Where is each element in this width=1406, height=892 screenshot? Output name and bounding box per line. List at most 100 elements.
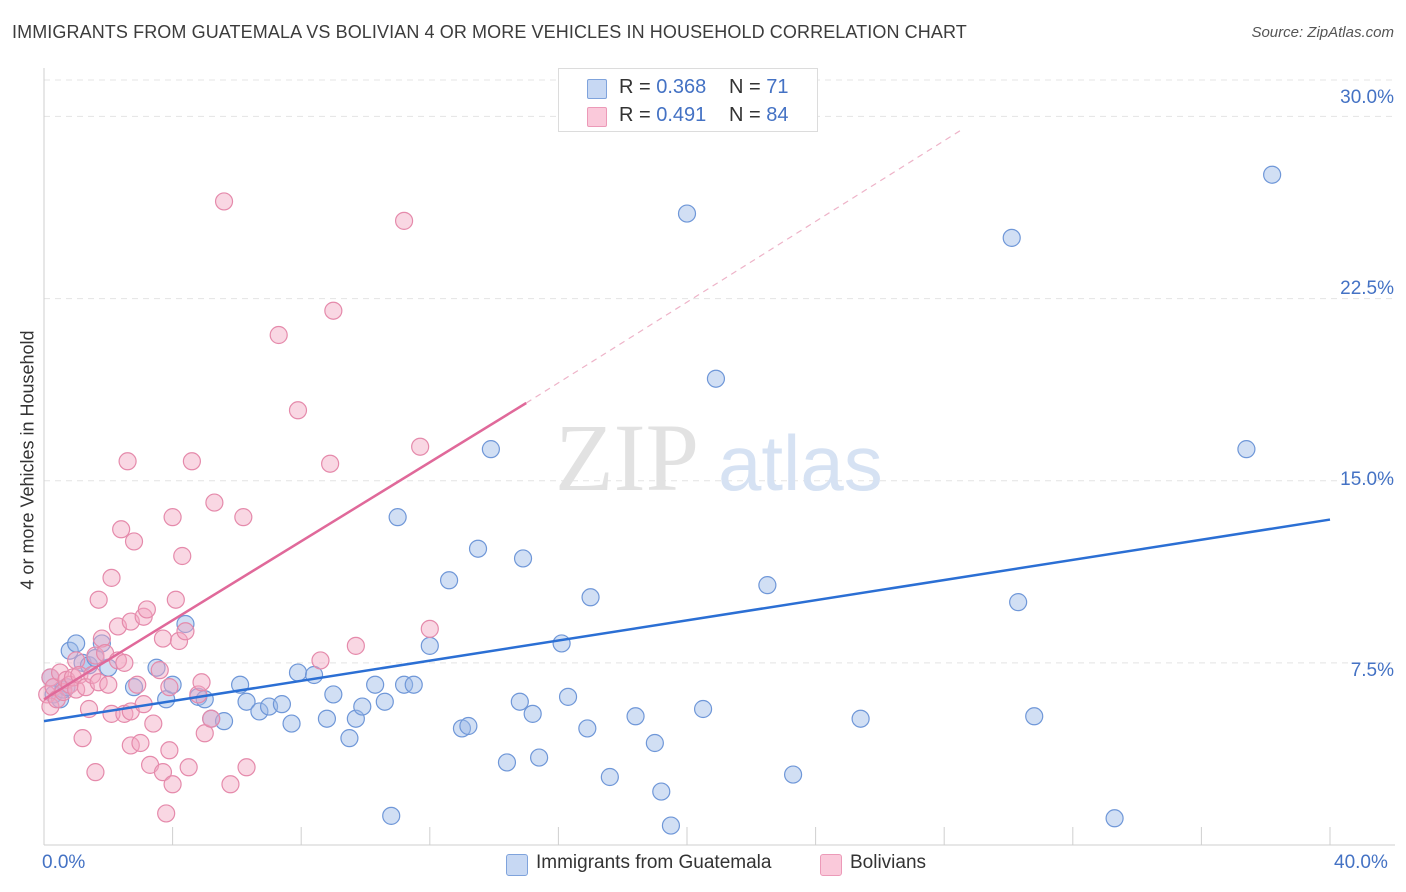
legend-n: N = 71 bbox=[729, 76, 789, 98]
data-point bbox=[182, 452, 201, 471]
data-point bbox=[1105, 809, 1124, 828]
data-point bbox=[237, 758, 256, 777]
data-point bbox=[375, 692, 394, 711]
data-point bbox=[1237, 440, 1256, 459]
data-point bbox=[163, 775, 182, 794]
data-point bbox=[558, 687, 578, 706]
data-point bbox=[124, 532, 144, 551]
data-point bbox=[173, 546, 192, 566]
data-point bbox=[404, 675, 423, 694]
data-point bbox=[157, 804, 176, 823]
data-point bbox=[411, 437, 430, 456]
y-axis-label: 4 or more Vehicles in Household bbox=[17, 330, 38, 590]
data-point bbox=[169, 631, 189, 651]
y-axis-label-wrap: 4 or more Vehicles in Household bbox=[16, 260, 40, 660]
axes bbox=[43, 68, 1395, 846]
data-point bbox=[321, 454, 340, 473]
data-point bbox=[459, 716, 478, 736]
data-point bbox=[497, 753, 517, 772]
trend-lines bbox=[43, 128, 1331, 723]
watermark-atlas: atlas bbox=[718, 419, 883, 507]
data-point bbox=[661, 816, 681, 835]
data-point bbox=[513, 549, 533, 568]
data-point bbox=[237, 692, 256, 711]
data-point bbox=[89, 590, 108, 609]
data-point bbox=[115, 653, 134, 672]
data-point bbox=[166, 590, 185, 609]
data-point bbox=[530, 748, 549, 767]
data-point bbox=[221, 775, 240, 794]
y-tick-label: 15.0% bbox=[1340, 469, 1394, 490]
data-point bbox=[144, 714, 163, 733]
data-point bbox=[481, 440, 500, 459]
data-point bbox=[269, 325, 288, 345]
data-point bbox=[468, 539, 488, 558]
data-point bbox=[272, 695, 292, 714]
data-point bbox=[160, 678, 179, 697]
data-point bbox=[382, 806, 401, 825]
data-point bbox=[783, 765, 803, 784]
data-point bbox=[652, 782, 671, 801]
chart-title: IMMIGRANTS FROM GUATEMALA VS BOLIVIAN 4 … bbox=[12, 22, 967, 42]
data-point bbox=[353, 697, 372, 716]
data-point bbox=[626, 707, 645, 726]
data-point bbox=[102, 568, 121, 587]
x-tick-label-min: 0.0% bbox=[42, 852, 86, 873]
data-point bbox=[288, 663, 308, 682]
legend-n: N = 84 bbox=[729, 104, 789, 126]
data-point bbox=[317, 709, 337, 728]
data-point bbox=[523, 704, 542, 723]
data-point bbox=[311, 651, 330, 670]
data-point bbox=[192, 673, 211, 692]
data-point bbox=[420, 619, 439, 638]
legend-r: R = 0.491 bbox=[619, 104, 707, 126]
data-point bbox=[1002, 228, 1021, 247]
legend-row-guatemala: R = 0.368 N = 71 bbox=[559, 74, 817, 102]
data-point bbox=[366, 675, 385, 694]
data-point bbox=[394, 211, 414, 230]
series-bolivians-points bbox=[38, 192, 439, 823]
x-tick-label-max: 40.0% bbox=[1334, 852, 1388, 873]
data-point bbox=[160, 741, 179, 760]
data-point bbox=[510, 692, 529, 711]
watermark-zip: ZIP bbox=[555, 404, 699, 511]
data-point bbox=[41, 697, 60, 716]
data-point bbox=[600, 767, 619, 787]
data-point bbox=[1263, 165, 1282, 184]
data-point bbox=[706, 369, 726, 388]
data-point bbox=[150, 661, 169, 680]
data-point bbox=[86, 763, 105, 782]
data-point bbox=[99, 675, 118, 694]
data-point bbox=[60, 641, 79, 660]
trend-line-guatemala bbox=[43, 518, 1331, 723]
data-point bbox=[67, 651, 86, 670]
data-point bbox=[163, 675, 182, 694]
data-point bbox=[552, 634, 571, 653]
trend-line-bolivians bbox=[43, 401, 527, 701]
data-point bbox=[388, 508, 407, 527]
data-point bbox=[205, 493, 224, 512]
data-point bbox=[324, 685, 343, 704]
data-point bbox=[112, 520, 131, 539]
data-point bbox=[394, 675, 414, 694]
data-point bbox=[340, 729, 359, 748]
data-point bbox=[581, 588, 600, 607]
y-tick-label: 30.0% bbox=[1340, 87, 1394, 108]
data-point bbox=[420, 636, 439, 655]
data-point bbox=[73, 729, 92, 748]
data-point bbox=[324, 301, 343, 320]
data-point bbox=[179, 758, 198, 777]
data-point bbox=[202, 709, 221, 728]
legend-r: R = 0.368 bbox=[619, 76, 707, 98]
y-tick-label: 22.5% bbox=[1340, 278, 1394, 299]
data-point bbox=[851, 709, 870, 728]
legend-swatch-guatemala bbox=[587, 79, 607, 99]
source-label: Source: ZipAtlas.com bbox=[1251, 24, 1394, 41]
data-point bbox=[118, 452, 137, 471]
data-point bbox=[250, 702, 269, 721]
data-point bbox=[163, 508, 182, 527]
data-point bbox=[67, 634, 86, 653]
data-point bbox=[234, 508, 253, 527]
legend-swatch-bolivians bbox=[587, 107, 607, 127]
